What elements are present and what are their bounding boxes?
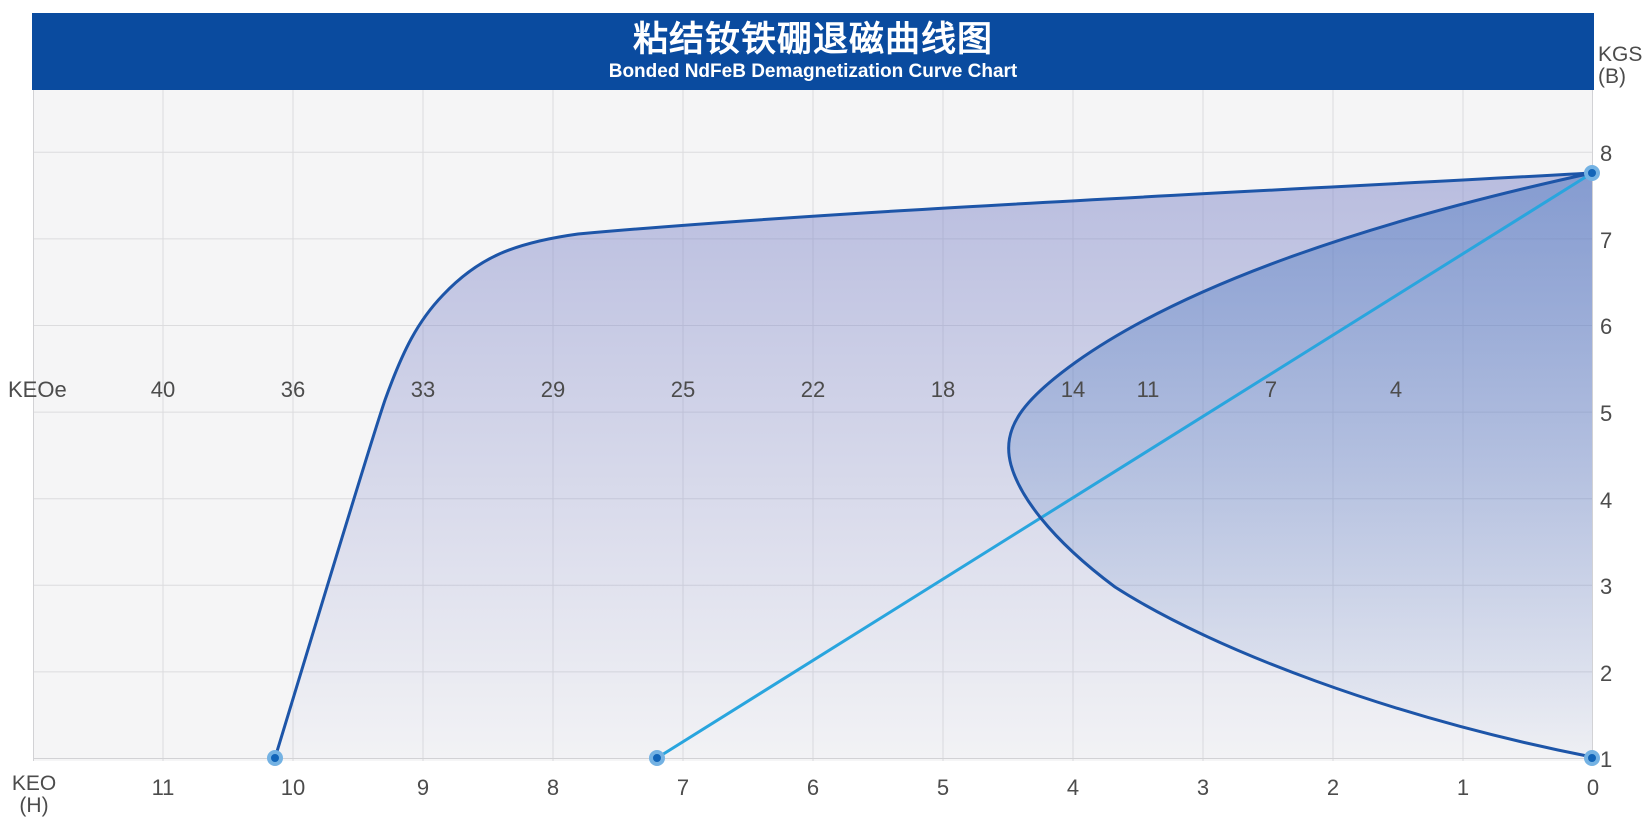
area-fill-normal [1008,173,1592,757]
keoe-axis-label: KEOe [8,377,67,402]
x-tick: 6 [806,775,820,800]
y-tick: 4 [1600,488,1613,513]
plot-border [33,90,1593,761]
keoe-tick: 14 [1060,377,1086,402]
data-point-hcj[interactable] [267,750,283,766]
header-bar: 粘结钕铁硼退磁曲线图 Bonded NdFeB Demagnetization … [32,13,1594,90]
right-axis-unit-line1: KGS [1598,43,1643,66]
data-point-load[interactable] [649,750,665,766]
x-tick: 2 [1326,775,1340,800]
keoe-tick: 18 [930,377,956,402]
data-point-br[interactable] [1584,165,1600,181]
right-axis-unit: KGS (B) [1598,44,1642,88]
y-tick: 5 [1600,401,1613,426]
y-tick: 7 [1600,228,1613,253]
keoe-tick: 33 [410,377,436,402]
x-tick: 4 [1066,775,1080,800]
x-tick: 11 [151,775,175,800]
normal-curve[interactable] [1007,171,1593,759]
load-line[interactable] [656,171,1593,760]
x-tick: 0 [1586,775,1600,800]
keoe-tick: 25 [670,377,696,402]
x-tick: 3 [1196,775,1210,800]
keoe-tick: 36 [280,377,306,402]
chart-subtitle: Bonded NdFeB Demagnetization Curve Chart [608,60,1018,82]
intrinsic-curve[interactable] [273,171,1593,759]
x-tick: 5 [936,775,950,800]
bottom-axis-unit: KEO (H) [8,773,60,817]
keoe-tick: 4 [1389,377,1403,402]
keoe-tick: 7 [1264,377,1278,402]
x-tick: 1 [1456,775,1470,800]
chart-title: 粘结钕铁硼退磁曲线图 [632,19,993,59]
y-tick: 8 [1600,141,1613,166]
keoe-tick: 29 [540,377,566,402]
y-tick: 1 [1600,747,1613,772]
right-axis-unit-line2: (B) [1598,65,1626,88]
x-tick: 9 [416,775,430,800]
keoe-tick: 11 [1136,377,1160,402]
y-tick: 3 [1600,574,1613,599]
bottom-axis-unit-line2: (H) [19,794,49,817]
bottom-axis-unit-line1: KEO [11,772,57,795]
y-tick: 6 [1600,314,1613,339]
x-tick: 8 [546,775,560,800]
data-point-origin[interactable] [1584,750,1600,766]
plot-area [33,90,1600,766]
chart-svg [33,90,1600,766]
keoe-tick: 22 [800,377,826,402]
x-tick: 10 [280,775,306,800]
keoe-tick: 40 [150,377,176,402]
x-tick: 7 [676,775,690,800]
y-tick: 2 [1600,661,1613,686]
